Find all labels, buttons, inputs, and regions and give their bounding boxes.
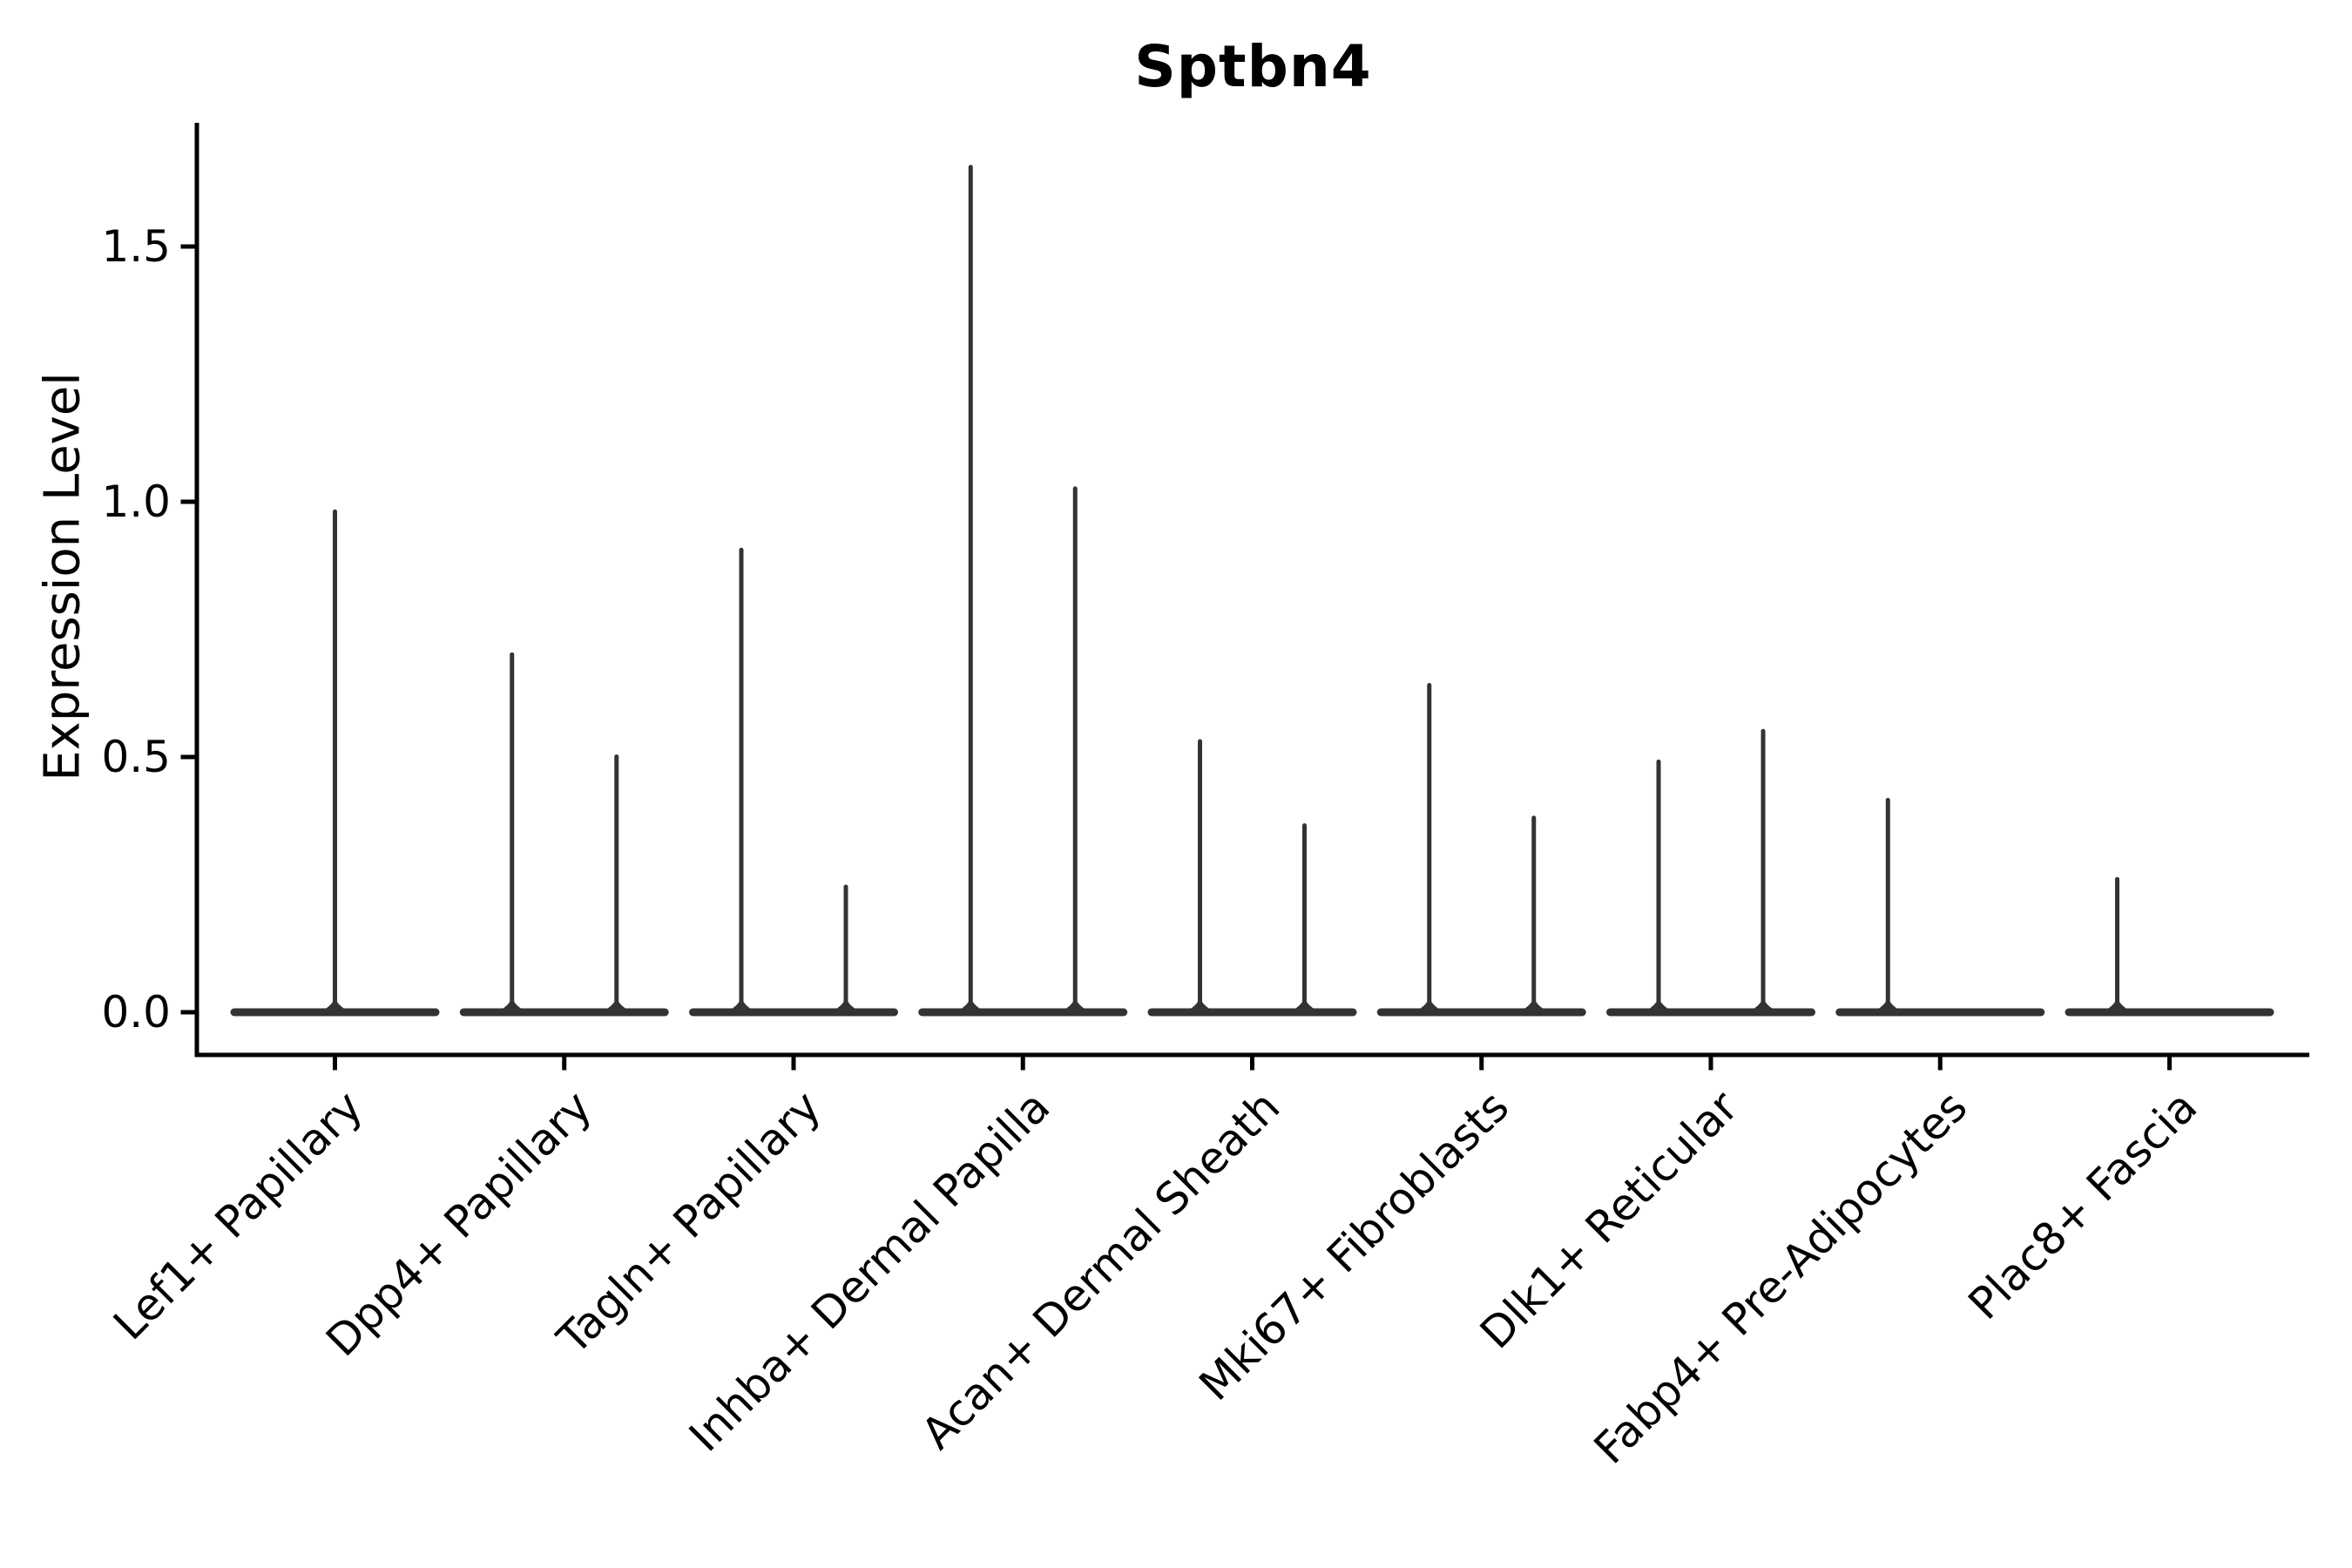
violin-shoulder [1404, 1002, 1454, 1015]
violin-shoulder [310, 1002, 360, 1015]
violin-shoulder [1509, 1002, 1558, 1015]
violin-shoulder [717, 1002, 766, 1015]
violin-shoulder [821, 1002, 870, 1015]
y-tick-label: 0.5 [101, 732, 171, 782]
violin-shoulder [1051, 1002, 1100, 1015]
y-tick-label: 0.0 [101, 987, 171, 1037]
violin-shoulder [1280, 1002, 1329, 1015]
violin-shoulder [1739, 1002, 1788, 1015]
violin-shoulder [1634, 1002, 1683, 1015]
violin-shoulder [591, 1002, 641, 1015]
violin-shoulder [1175, 1002, 1225, 1015]
y-tick-label: 1.0 [101, 476, 171, 527]
violin-shoulder [1863, 1002, 1913, 1015]
y-tick-label: 1.5 [101, 221, 171, 272]
y-axis-label: Expression Level [34, 372, 91, 781]
violin-shoulder [946, 1002, 996, 1015]
violin-shoulder [2092, 1002, 2142, 1015]
chart-title: Sptbn4 [1134, 33, 1372, 100]
violin-shoulder [487, 1002, 537, 1015]
